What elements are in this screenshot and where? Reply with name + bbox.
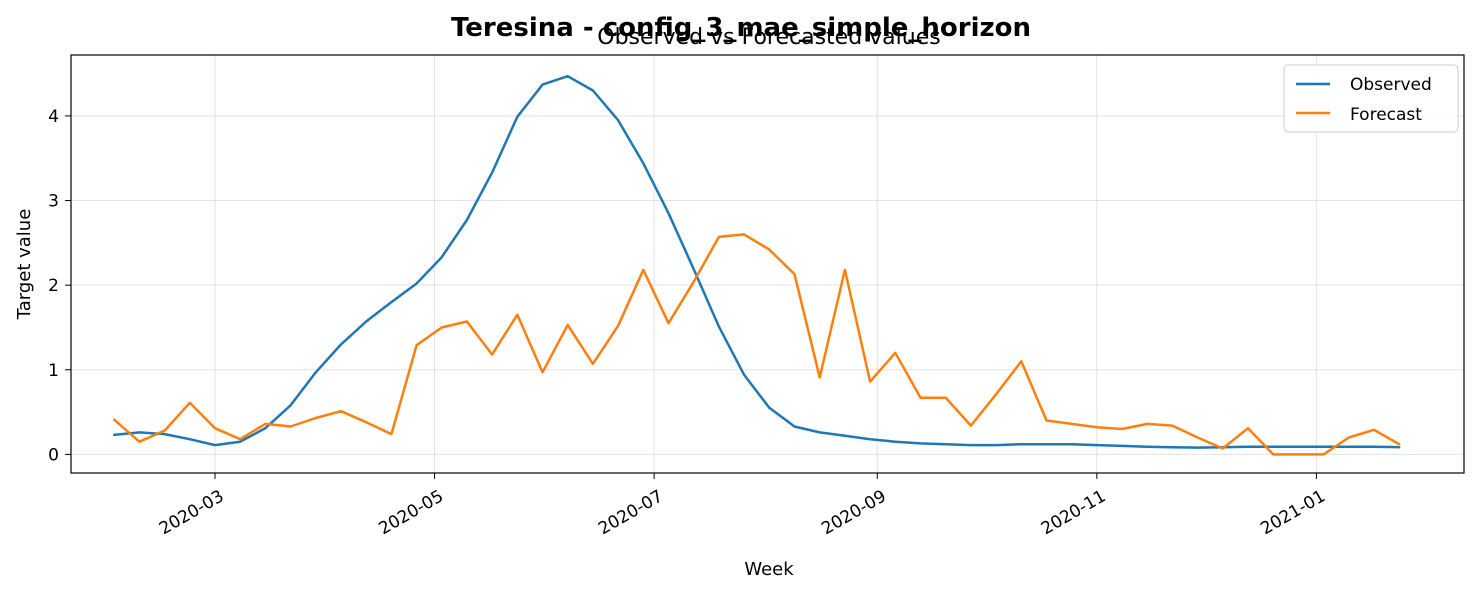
- series-line-observed: [112, 74, 1401, 449]
- legend-label-observed: Observed: [1350, 75, 1432, 95]
- series-lines: [112, 74, 1401, 456]
- legend-label-forecast: Forecast: [1350, 105, 1422, 125]
- y-axis: 0 1 2 3 4: [48, 107, 71, 465]
- y-tick-label: 0: [48, 445, 59, 465]
- chart-subtitle: Observed vs Forecasted values: [597, 25, 940, 50]
- y-tick-label: 2: [48, 276, 59, 296]
- y-tick-label: 4: [48, 107, 59, 127]
- legend-box: [1283, 64, 1459, 133]
- y-tick-label: 3: [48, 192, 59, 212]
- x-axis-label: Week: [744, 559, 794, 580]
- plot-frame: [70, 54, 1465, 474]
- legend: Observed Forecast: [1283, 64, 1459, 133]
- chart-title: Teresina - config_3_mae_simple_horizon: [451, 13, 1031, 43]
- y-axis-label: Target value: [14, 209, 35, 321]
- y-tick-label: 1: [48, 361, 59, 381]
- grid: [71, 55, 1464, 473]
- series-line-forecast: [112, 233, 1401, 456]
